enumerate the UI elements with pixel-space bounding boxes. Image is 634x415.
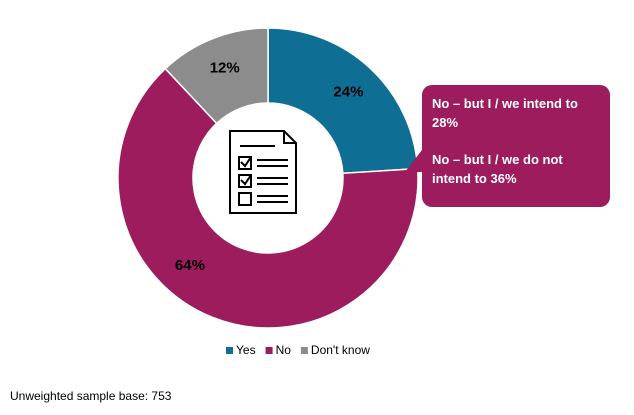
document-icon <box>229 130 297 214</box>
annotation: No – but I / we intend to 28% <box>432 96 578 130</box>
slices <box>117 27 419 329</box>
legend-label: Don't know <box>311 343 370 357</box>
data-label: 12% <box>210 60 240 77</box>
slice <box>267 27 419 175</box>
slice <box>164 27 269 125</box>
annotation: No – but I / we do not intend to 36% <box>432 152 563 186</box>
legend-swatch <box>300 347 308 354</box>
callout-box <box>422 85 610 207</box>
data-label: 24% <box>333 83 363 100</box>
data-label: 64% <box>175 257 205 274</box>
legend-swatch <box>226 347 233 354</box>
slice <box>117 67 419 329</box>
footnote: Unweighted sample base: 753 <box>10 389 172 403</box>
legend-swatch <box>265 347 273 354</box>
legend-label: Yes <box>236 343 256 357</box>
legend-label: No <box>276 343 292 357</box>
